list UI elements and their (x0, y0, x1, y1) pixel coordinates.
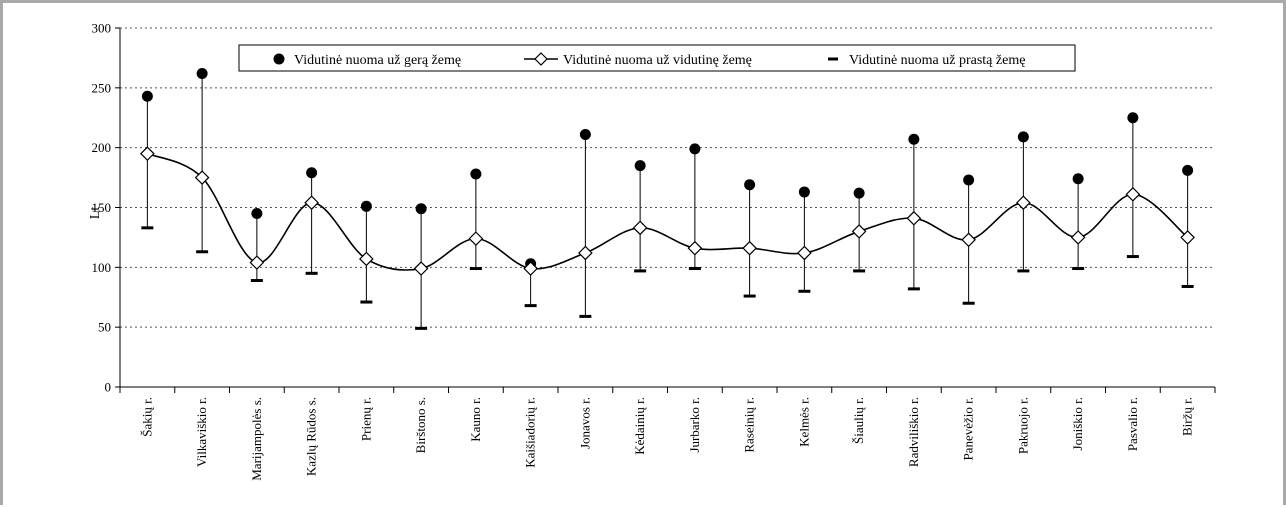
marker-average-11 (742, 240, 757, 256)
x-tick-label-11: Raseinių r. (742, 397, 757, 453)
marker-average-12 (797, 245, 812, 261)
grid-lines (120, 27, 1215, 328)
marker-good-1 (196, 67, 208, 79)
marker-good-0 (141, 90, 153, 102)
marker-good-16 (1017, 131, 1029, 143)
marker-average-5 (413, 261, 429, 276)
marker-good-9 (634, 160, 646, 172)
marker-good-4 (360, 200, 372, 212)
x-tick-label-0: Šakių r. (139, 397, 154, 437)
y-tick-labels: 0 50 100 150 200 250 300 (92, 21, 112, 395)
y-tick-label-100: 100 (92, 260, 112, 275)
marker-average-2 (249, 255, 265, 270)
marker-good-15 (963, 174, 975, 186)
legend-label-good: Vidutinė nuoma už gerą žemę (294, 53, 461, 68)
x-tick-label-10: Jurbarko r. (687, 397, 702, 453)
marker-average-8 (578, 245, 593, 261)
legend-box (238, 44, 1076, 72)
marker-average-1 (194, 170, 210, 185)
x-tick-label-2: Marijampolės s. (249, 397, 264, 481)
x-tick-label-9: Kėdainių r. (632, 397, 647, 455)
marker-average-4 (359, 251, 374, 267)
marker-good-8 (579, 129, 591, 141)
x-tick-label-3: Kazlų Rūdos s. (304, 397, 319, 476)
marker-average-9 (632, 220, 648, 236)
marker-average-15 (961, 232, 976, 248)
marker-average-16 (1016, 195, 1031, 211)
series-line-average (147, 152, 1189, 271)
marker-average-14 (906, 210, 922, 226)
marker-average-13 (851, 224, 867, 239)
x-tick-label-13: Šiaulių r. (851, 397, 866, 444)
legend: Vidutinė nuoma už gerą žemę Vidutinė nuo… (238, 44, 1076, 72)
y-tick-label-0: 0 (105, 380, 112, 395)
marker-good-19 (1182, 164, 1194, 176)
marker-good-18 (1127, 112, 1139, 124)
x-tick-label-14: Radviliškio r. (906, 397, 921, 467)
x-tick-label-19: Biržų r. (1180, 397, 1195, 436)
legend-label-poor: Vidutinė nuoma už prastą žemę (849, 53, 1025, 68)
x-tick-label-15: Panevėžio r. (961, 397, 976, 461)
marker-average-3 (304, 195, 319, 211)
marker-average-7 (523, 261, 538, 276)
rent-chart: 0 50 100 150 200 250 300 Šakių r. Vilkaviškio r… (88, 21, 1216, 481)
x-tick-label-6: Kauno r. (468, 397, 483, 442)
legend-label-average: Vidutinė nuoma už vidutinę žemę (563, 53, 752, 68)
range-whiskers (146, 73, 1189, 329)
marker-average-6 (468, 231, 484, 246)
marker-good-12 (798, 186, 810, 198)
x-tick-label-16: Pakruojo r. (1015, 397, 1030, 454)
x-tick-label-12: Kelmės r. (796, 397, 811, 447)
axes (115, 27, 1216, 393)
legend-marker-good (273, 53, 285, 65)
marker-average-19 (1180, 230, 1195, 245)
x-tick-labels: Šakių r. Vilkaviškio r. Marijampolės s. Kaz… (139, 397, 1194, 481)
marker-average-10 (687, 240, 703, 256)
x-tick-label-5: Birštono s. (413, 397, 428, 453)
y-tick-label-150: 150 (92, 200, 112, 215)
y-tick-label-200: 200 (92, 140, 112, 155)
marker-average-17 (1070, 230, 1086, 245)
marker-average-18 (1125, 186, 1141, 202)
marker-good-6 (470, 168, 482, 180)
marker-good-5 (415, 203, 427, 215)
marker-good-3 (306, 167, 318, 179)
x-tick-label-8: Jonavos r. (577, 397, 592, 449)
marker-average-0 (140, 146, 155, 161)
marker-good-14 (908, 133, 920, 145)
x-tick-label-1: Vilkaviškio r. (194, 397, 209, 467)
legend-marker-average (534, 52, 548, 66)
y-tick-label-50: 50 (98, 320, 111, 335)
marker-good-11 (744, 179, 756, 191)
marker-good-2 (251, 207, 263, 219)
y-axis-label: Lt (88, 207, 103, 220)
marker-good-17 (1072, 173, 1084, 185)
x-tick-label-17: Joniškio r. (1070, 397, 1085, 450)
marker-good-10 (689, 143, 701, 155)
x-tick-label-18: Pasvalio r. (1125, 397, 1140, 451)
x-tick-label-4: Prienų r. (358, 397, 373, 441)
y-tick-label-250: 250 (92, 80, 112, 95)
y-tick-label-300: 300 (92, 21, 112, 36)
series-markers (140, 67, 1195, 330)
x-tick-label-7: Kaišiadorių r. (523, 397, 538, 468)
marker-good-13 (853, 187, 865, 199)
